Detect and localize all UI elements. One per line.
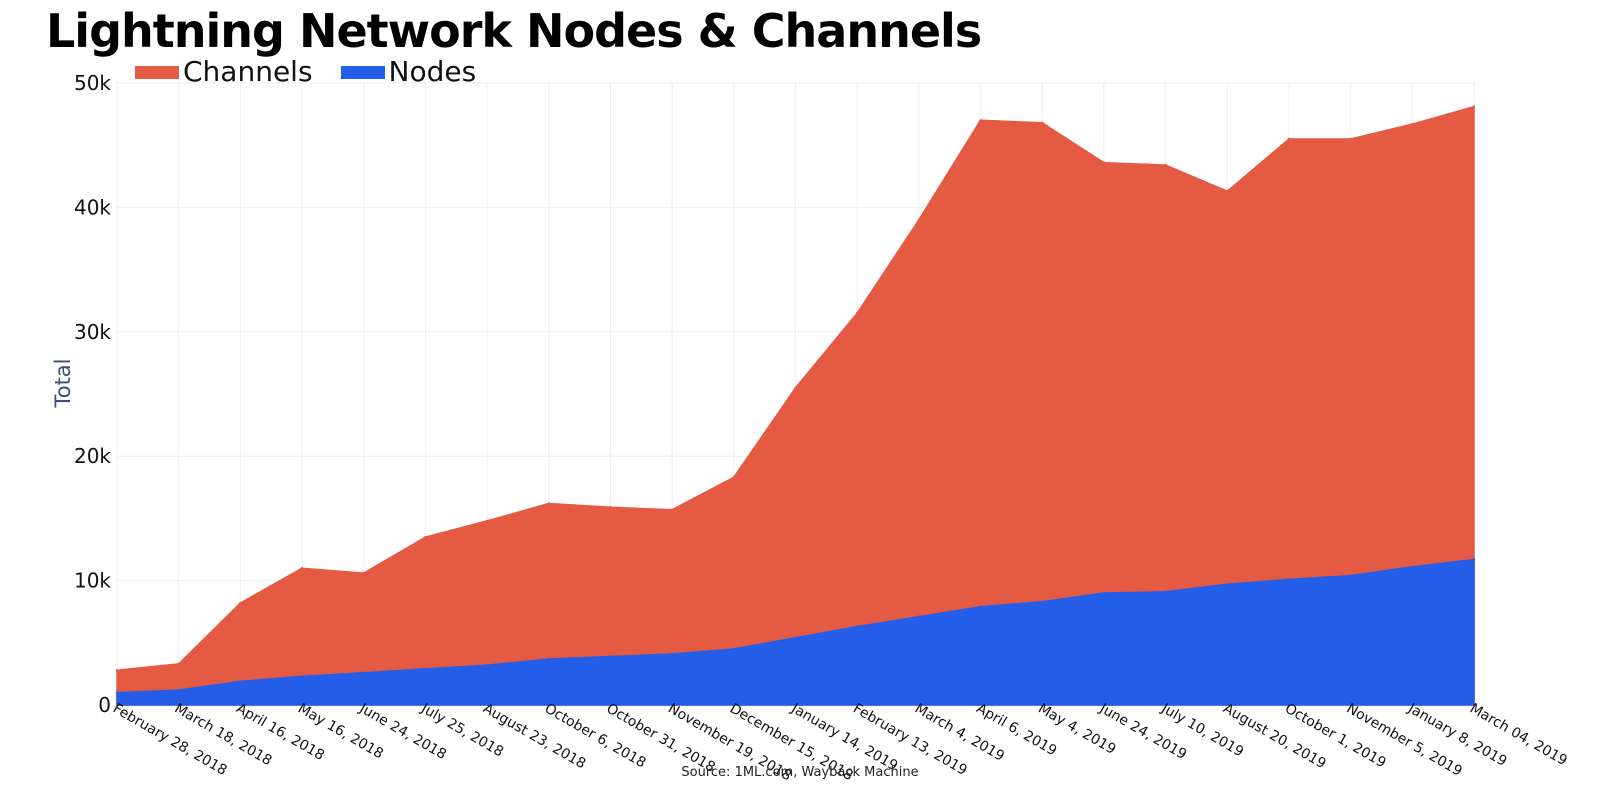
data-point-nodes — [794, 636, 797, 639]
data-point-channels — [1472, 105, 1476, 108]
data-point-channels — [1349, 137, 1352, 141]
legend-label-channels: Channels — [183, 55, 313, 88]
data-point-channels — [362, 571, 365, 575]
x-tick-label: August 20, 2019 — [1220, 701, 1328, 773]
area-nodes — [116, 558, 1475, 706]
chart-title: Lightning Network Nodes & Channels — [46, 4, 982, 58]
x-tick-label: August 23, 2018 — [480, 701, 588, 773]
data-point-channels — [732, 476, 735, 479]
data-point-nodes — [732, 647, 735, 651]
data-point-nodes — [547, 657, 550, 661]
legend-item-nodes[interactable]: Nodes — [340, 55, 477, 88]
data-point-channels — [794, 386, 797, 389]
data-point-nodes — [670, 652, 674, 656]
data-point-nodes — [979, 605, 982, 608]
y-tick-label: 10k — [74, 569, 111, 593]
x-tick-label: October 6, 2018 — [542, 701, 649, 772]
data-point-channels — [115, 669, 119, 672]
data-point-nodes — [300, 675, 304, 678]
y-tick-label: 30k — [74, 320, 111, 344]
y-tick-label: 40k — [74, 195, 111, 219]
legend-item-channels[interactable]: Channels — [135, 58, 313, 86]
data-point-channels — [1287, 137, 1291, 141]
data-point-nodes — [424, 667, 427, 671]
data-point-channels — [1102, 161, 1106, 164]
data-point-nodes — [362, 671, 365, 674]
data-point-nodes — [1226, 583, 1229, 586]
data-point-channels — [547, 502, 550, 505]
data-point-channels — [856, 311, 859, 315]
legend-swatch-nodes — [340, 65, 385, 79]
y-tick-label: 20k — [74, 444, 111, 468]
data-point-channels — [1041, 121, 1044, 125]
data-point-nodes — [1164, 590, 1167, 593]
legend: Channels Nodes — [135, 58, 504, 86]
data-point-nodes — [856, 625, 859, 628]
data-point-channels — [239, 601, 242, 605]
legend-swatch-channels — [135, 65, 179, 79]
data-point-channels — [979, 119, 982, 122]
data-point-nodes — [1349, 574, 1352, 577]
data-point-channels — [177, 662, 180, 666]
y-tick-label: 50k — [74, 71, 111, 95]
data-point-nodes — [239, 680, 242, 683]
data-point-channels — [1226, 190, 1229, 193]
data-point-nodes — [1472, 558, 1476, 561]
data-point-channels — [670, 508, 674, 511]
data-point-nodes — [609, 655, 612, 658]
data-point-channels — [1411, 122, 1414, 126]
data-point-channels — [917, 218, 921, 221]
data-point-nodes — [1411, 565, 1414, 569]
x-tick-label: October 1, 2019 — [1282, 701, 1389, 772]
data-point-nodes — [485, 664, 489, 667]
data-point-channels — [424, 535, 427, 539]
data-point-nodes — [1287, 578, 1291, 581]
data-point-channels — [300, 567, 304, 570]
data-point-channels — [1164, 163, 1167, 167]
legend-label-nodes: Nodes — [388, 55, 477, 88]
data-point-channels — [485, 519, 489, 523]
area-channels — [116, 105, 1475, 706]
data-point-nodes — [917, 615, 921, 618]
data-point-nodes — [1102, 591, 1106, 595]
data-point-nodes — [177, 688, 180, 692]
data-point-nodes — [115, 691, 119, 694]
source-note: Source: 1ML.com, Wayback Machine — [681, 765, 919, 780]
y-tick-label: 0 — [98, 693, 111, 717]
data-point-channels — [609, 506, 612, 509]
data-point-nodes — [1041, 600, 1044, 603]
y-axis-label: Total — [51, 358, 75, 408]
